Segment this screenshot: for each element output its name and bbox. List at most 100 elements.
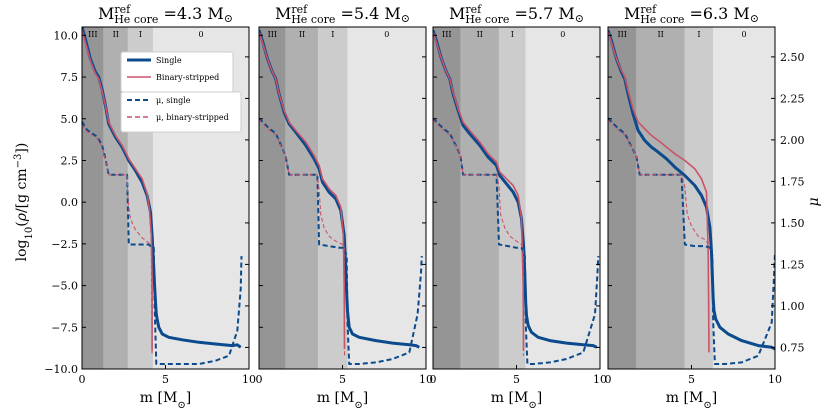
y-ticks-right [422,56,426,348]
x-tick-label: 5 [162,373,169,386]
legend-mu-frame [120,91,242,133]
series-binary-stripped [608,31,710,353]
legend-mu: μ, single μ, binary-stripped [120,91,242,133]
zone-II [636,27,685,369]
zone-label-0: 0 [384,30,389,39]
series-lines [82,27,243,365]
y-ticks-right [596,56,600,348]
x-ticks: 0 5 10 [256,365,433,386]
x-axis-label: m [M⊙] [317,390,368,411]
x-ticks: 0 5 10 [430,365,607,386]
legend-label: μ, binary-stripped [156,113,229,122]
series-binary-stripped [82,30,153,351]
x-ticks: 0 5 10 [605,365,782,386]
zone-label-0: 0 [742,30,747,39]
zone-label-I: I [511,30,514,39]
y-tick-label-right: 2.25 [780,92,805,105]
zone-label-II: II [657,30,663,39]
y-ticks-left: −10.0 −7.5 −5.0 −2.5 0.0 2.5 5.0 7.5 10.0 [44,29,86,376]
series-binary-stripped [82,124,153,356]
zone-bands: III II I 0 [433,27,600,369]
zone-label-III: III [268,30,277,39]
y-ticks-left [433,34,437,370]
x-ticks: 0 5 10 [79,365,256,386]
y-axis-label-left: log10(ρ/[g cm−3]) [13,143,35,262]
y-tick-label-right: 1.50 [780,217,805,230]
y-tick-label: 5.0 [61,113,79,126]
panel-title: Mref He core =6.3 M⊙ [624,3,759,26]
y-tick-label-right: 1.25 [780,258,805,271]
panel-title: Mref He core =4.3 M⊙ [98,3,233,26]
x-tick-label: 0 [256,373,263,386]
series-single [608,117,775,365]
legend-density: Single Binary-stripped [120,51,234,93]
zone-II [285,27,319,369]
panels: III II I 00 5 10m [M⊙]Mref He core =4.3 M⊙−10.… [44,3,804,411]
y-ticks-left [608,34,612,370]
y-ticks-right: 0.75 1.00 1.25 1.50 1.75 2.00 2.25 2.50 [771,51,805,354]
y-tick-label: −2.5 [51,238,78,251]
y-tick-label: −10.0 [44,363,78,376]
series-single [82,121,243,365]
panel-2: III II I 00 5 10m [M⊙]Mref He core =5.4 M⊙ [256,3,434,411]
zone-bands: III II I 0 [608,27,775,369]
series-lines [608,29,775,365]
x-tick-label: 5 [513,373,520,386]
x-axis-label: m [M⊙] [666,390,717,411]
zone-label-II: II [299,30,305,39]
zone-III [433,27,461,369]
series-lines [433,29,600,365]
panel-title: Mref He core =5.7 M⊙ [449,3,584,26]
zone-label-I: I [331,30,334,39]
x-tick-label: 0 [79,373,86,386]
x-tick-label: 10 [242,373,256,386]
y-tick-label: 0.0 [61,196,79,209]
x-tick-label: 5 [688,373,695,386]
x-tick-label: 10 [419,373,433,386]
legend-label: μ, single [156,96,191,105]
y-axis-label-right: μ [806,197,822,206]
y-tick-label: 7.5 [61,71,79,84]
zone-label-I: I [139,30,142,39]
series-lines [259,29,423,365]
panel-title: Mref He core =5.4 M⊙ [275,3,410,26]
legend-label: Binary-stripped [156,73,219,82]
y-tick-label-right: 0.75 [780,341,805,354]
zone-I [498,27,526,369]
zone-label-III: III [617,30,626,39]
zone-III [608,27,637,369]
zone-label-0: 0 [560,30,565,39]
series-binary-stripped [259,119,346,356]
zone-label-II: II [477,30,483,39]
y-ticks-left [259,34,263,370]
zone-III [259,27,286,369]
axes-text: log10(ρ/[g cm−3]) μ [13,143,823,262]
legend-label: Single [156,56,182,65]
panel-4: III II I 00 5 10m [M⊙]Mref He core =6.3 M⊙0.75… [605,3,805,411]
x-tick-label: 10 [593,373,607,386]
x-axis-label: m [M⊙] [140,390,191,411]
x-tick-label: 5 [339,373,346,386]
series-binary-stripped [433,31,525,351]
y-tick-label: −7.5 [51,321,78,334]
zone-label-III: III [88,30,97,39]
y-tick-label-right: 2.00 [780,134,805,147]
zone-label-I: I [697,30,700,39]
series-binary-stripped [608,119,710,353]
series-binary-stripped [259,31,346,350]
x-axis-label: m [M⊙] [491,390,542,411]
x-tick-label: 0 [605,373,612,386]
zone-label-III: III [442,30,451,39]
zone-0 [713,27,775,369]
y-tick-label: −5.0 [51,280,78,293]
y-ticks-right [245,56,249,348]
zone-bands: III II I 0 [259,27,426,369]
y-tick-label-right: 2.50 [780,51,805,64]
x-tick-label: 0 [430,373,437,386]
y-tick-label-right: 1.75 [780,175,805,188]
zone-II [460,27,499,369]
zone-label-0: 0 [198,30,203,39]
zone-0 [525,27,600,369]
zone-label-II: II [113,30,119,39]
